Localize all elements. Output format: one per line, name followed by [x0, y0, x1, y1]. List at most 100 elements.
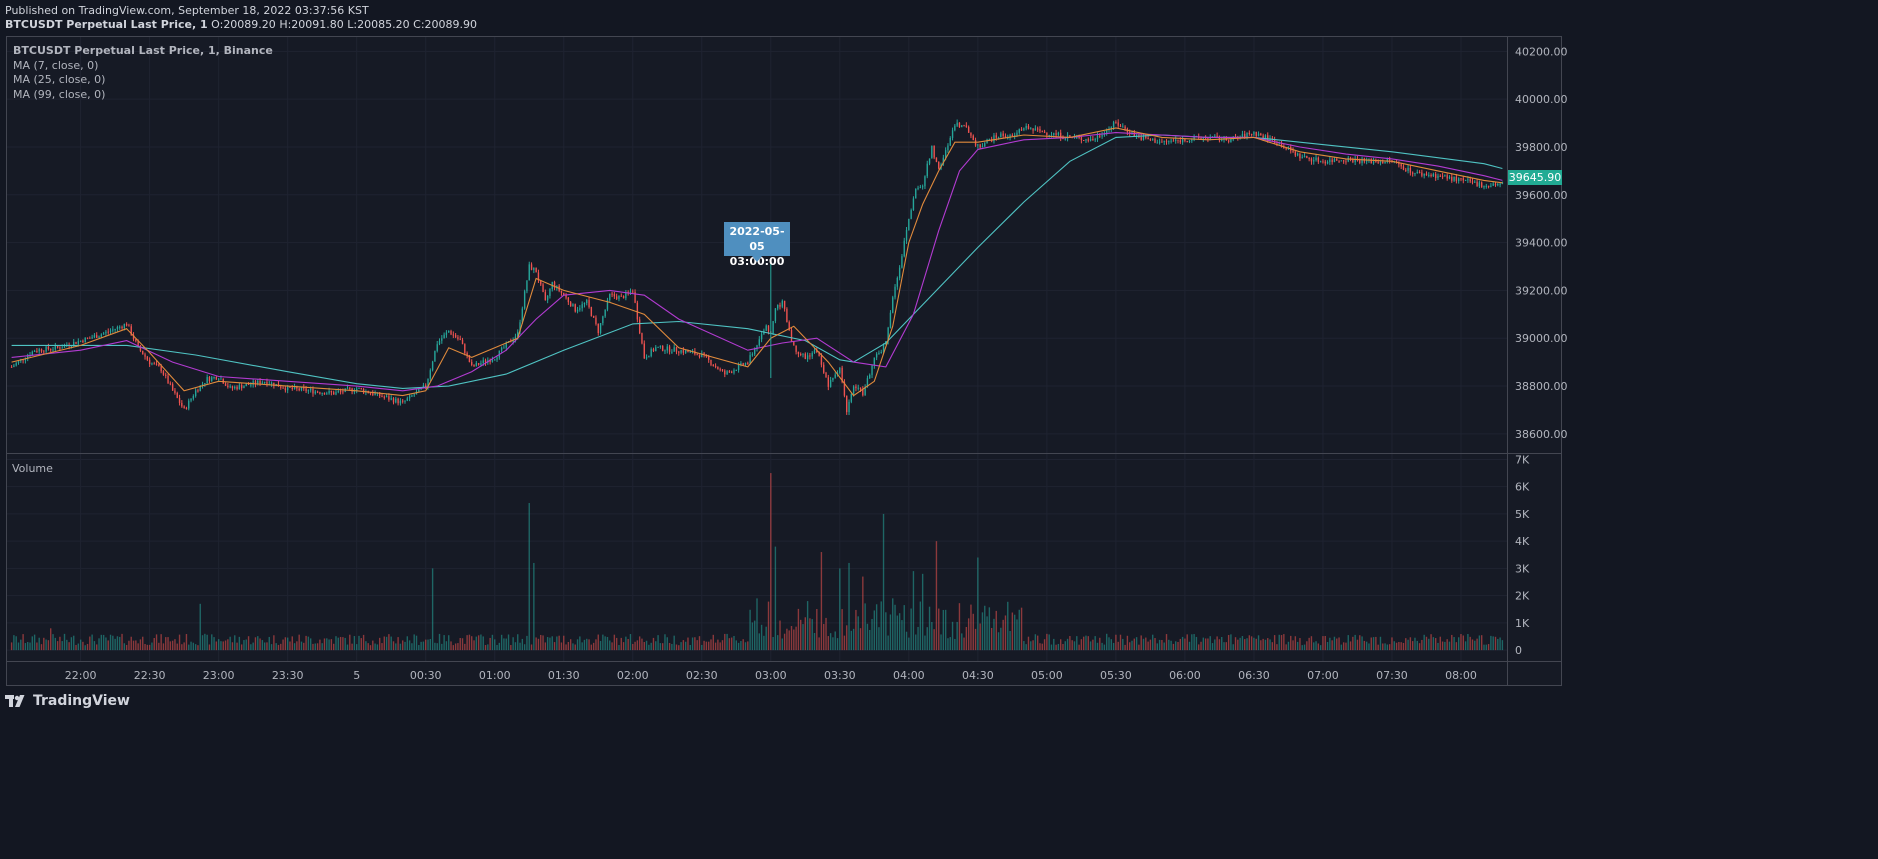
volume-bar — [786, 628, 788, 651]
legend-ma25[interactable]: MA (25, close, 0) — [13, 73, 106, 86]
candle-body — [1163, 140, 1165, 142]
volume-bar — [250, 644, 252, 651]
candle-body — [298, 388, 300, 391]
candle-body — [443, 334, 445, 339]
candle-body — [1046, 132, 1048, 136]
candle-body — [385, 396, 388, 398]
candle-body — [1324, 161, 1326, 164]
time-tick-label: 23:00 — [203, 669, 235, 682]
candle-body — [1481, 182, 1483, 188]
volume-bar — [298, 634, 300, 651]
volume-bar — [581, 642, 583, 651]
volume-bar — [1018, 609, 1020, 651]
volume-bar — [427, 639, 429, 651]
volume-bar — [972, 613, 974, 651]
candle-body — [726, 371, 728, 375]
legend-ma7[interactable]: MA (7, close, 0) — [13, 58, 99, 72]
candle-body — [335, 392, 337, 395]
chart-frame[interactable] — [6, 36, 1562, 686]
close-label: C: — [413, 18, 425, 31]
candle-body — [1455, 176, 1458, 182]
candle-body — [1140, 137, 1142, 140]
volume-bar — [1204, 638, 1207, 651]
volume-bar — [227, 639, 229, 651]
candle-body — [1260, 133, 1262, 136]
volume-bar — [330, 639, 333, 651]
volume-bar — [749, 609, 751, 651]
volume-bar — [1273, 635, 1276, 651]
volume-bar — [305, 635, 307, 651]
tradingview-logo[interactable]: TradingView — [5, 693, 130, 709]
candle-body — [135, 339, 137, 342]
candle-body — [59, 347, 61, 349]
candle-body — [1407, 167, 1409, 171]
volume-bar — [537, 638, 540, 651]
volume-bar — [680, 642, 682, 651]
candle-body — [1361, 158, 1363, 163]
volume-bar — [1313, 642, 1315, 651]
volume-bar — [1388, 644, 1391, 651]
candle-body — [850, 393, 853, 402]
legend-ma99[interactable]: MA (99, close, 0) — [13, 87, 106, 101]
candle-body — [38, 349, 40, 352]
candle-body — [620, 295, 622, 297]
volume-bar — [1244, 639, 1246, 651]
candle-body — [1241, 133, 1244, 137]
volume-bar — [213, 637, 215, 651]
volume-bar — [144, 644, 146, 651]
candle-body — [1310, 158, 1313, 162]
volume-bar — [1363, 640, 1366, 651]
candle-body — [602, 316, 604, 324]
volume-bar — [758, 633, 760, 651]
candle-body — [1048, 134, 1050, 136]
candle-body — [112, 329, 114, 331]
candle-body — [445, 332, 448, 335]
candle-body — [1181, 138, 1184, 143]
volume-bar — [696, 640, 698, 651]
volume-bar — [1490, 635, 1492, 651]
candle-body — [1372, 161, 1375, 164]
volume-bar — [1494, 636, 1497, 651]
volume-bar — [236, 642, 238, 651]
volume-bar — [1372, 637, 1375, 651]
volume-bar — [1414, 637, 1416, 651]
candle-body — [917, 187, 919, 189]
candle-body — [659, 345, 662, 347]
volume-bar — [489, 637, 491, 651]
candle-body — [240, 385, 243, 389]
candle-body — [638, 319, 641, 334]
candle-body — [818, 351, 820, 356]
volume-bar — [682, 640, 685, 651]
volume-bar — [109, 634, 112, 651]
volume-bar — [1448, 641, 1451, 651]
volume-bar — [477, 635, 480, 651]
volume-bar — [1069, 636, 1071, 651]
candle-body — [742, 363, 744, 365]
candle-body — [1179, 140, 1182, 143]
candle-body — [328, 390, 330, 394]
volume-bar — [1000, 627, 1002, 651]
candle-body — [749, 355, 751, 363]
ohlc-line: BTCUSDT Perpetual Last Price, 1 O:20089.… — [5, 18, 477, 31]
candle-body — [636, 302, 639, 320]
volume-bar — [135, 640, 137, 651]
candle-body — [1069, 135, 1071, 138]
volume-bar — [1131, 640, 1133, 651]
candle-body — [1175, 139, 1177, 142]
candle-body — [1050, 134, 1053, 136]
volume-bar — [1301, 645, 1303, 651]
volume-bar — [1158, 639, 1161, 651]
candle-body — [1248, 132, 1251, 134]
candle-body — [751, 354, 754, 356]
volume-bar — [408, 640, 411, 651]
candle-body — [399, 400, 402, 404]
candle-body — [1004, 135, 1007, 138]
price-volume-chart[interactable]: 38600.00 38800.00 39000.00 39200.00 39400.00… — [0, 0, 1568, 717]
volume-bar — [871, 618, 873, 651]
volume-bar — [754, 620, 756, 651]
candle-body — [1416, 171, 1418, 174]
volume-bar — [1391, 637, 1393, 651]
candle-body — [332, 392, 335, 395]
candle-body — [176, 392, 178, 398]
volume-bar — [1154, 638, 1156, 651]
